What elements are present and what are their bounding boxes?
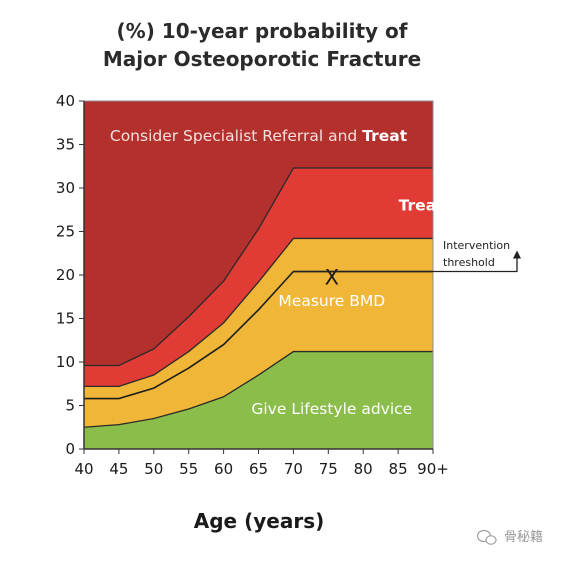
annotation-leader-line xyxy=(293,257,518,273)
zone-specialist-referral xyxy=(84,101,433,366)
x-tick-label: 75 xyxy=(319,460,338,478)
annotation-line-2: threshold xyxy=(443,256,495,269)
threshold-line xyxy=(84,167,433,367)
y-tick-label: 0 xyxy=(65,440,75,458)
threshold-line xyxy=(83,350,433,428)
zone-measure-bmd-upper xyxy=(84,238,433,399)
x-tick-label: 65 xyxy=(249,460,268,478)
x-tick-label: 90+ xyxy=(417,460,449,478)
x-tick-label: 85 xyxy=(389,460,408,478)
chart-title-line-1: (%) 10-year probability of xyxy=(117,19,408,43)
wechat-logo-icon xyxy=(476,529,497,545)
zone-label-bold: Treat xyxy=(399,196,444,214)
y-tick-label: 10 xyxy=(56,353,75,371)
chart-title-line-2: Major Osteoporotic Fracture xyxy=(103,47,421,71)
y-tick-label: 30 xyxy=(56,179,75,197)
zone-label-text: Give Lifestyle advice xyxy=(251,400,412,418)
y-tick-label: 15 xyxy=(56,310,75,328)
x-axis-ticks: 40 45 50 55 60 65 70 75 80 85 90+ xyxy=(74,449,449,478)
zone-label-bold: Treat xyxy=(362,127,407,145)
x-tick-label: 80 xyxy=(354,460,373,478)
annotation-line-1: Intervention xyxy=(443,239,510,252)
x-tick-label: 50 xyxy=(144,460,163,478)
zone-treat xyxy=(84,167,433,387)
x-tick-label: 45 xyxy=(109,460,128,478)
zone-measure-bmd-lower xyxy=(84,271,433,428)
watermark: 骨秘籍 xyxy=(476,529,543,545)
y-tick-label: 35 xyxy=(56,136,75,154)
y-axis-ticks: 0 5 10 15 20 25 30 35 40 xyxy=(56,92,84,458)
threshold-line xyxy=(84,237,433,388)
patient-marker: X xyxy=(325,266,339,290)
x-tick-label: 70 xyxy=(284,460,303,478)
y-tick-label: 5 xyxy=(65,397,75,415)
patient-marker-x: X xyxy=(325,266,339,290)
zone-label-text: Consider Specialist Referral and xyxy=(110,127,362,145)
risk-zones xyxy=(84,101,433,449)
zone-label: Treat xyxy=(399,196,444,214)
y-tick-label: 25 xyxy=(56,223,75,241)
x-tick-label: 55 xyxy=(179,460,198,478)
x-tick-label: 60 xyxy=(214,460,233,478)
zone-label: Measure BMD xyxy=(278,292,385,310)
watermark-text: 骨秘籍 xyxy=(504,529,543,545)
zone-lifestyle xyxy=(84,351,433,449)
y-tick-label: 40 xyxy=(56,92,75,110)
x-tick-label: 40 xyxy=(74,460,93,478)
zone-label-text: Measure BMD xyxy=(278,292,385,310)
x-axis-title: Age (years) xyxy=(194,509,324,533)
y-tick-label: 20 xyxy=(56,266,75,284)
zone-label: Consider Specialist Referral and Treat xyxy=(110,127,408,145)
arrow-up-icon xyxy=(513,250,521,259)
intervention-threshold-annotation: Intervention threshold xyxy=(293,239,521,273)
zone-label: Give Lifestyle advice xyxy=(251,400,412,418)
